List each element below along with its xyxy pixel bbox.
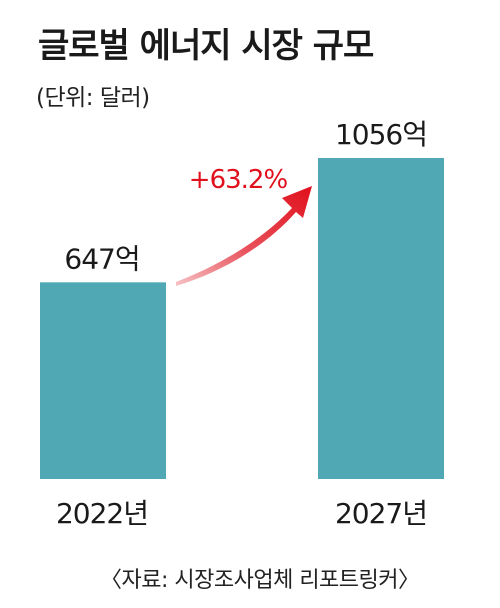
growth-arrow-icon [176,186,312,286]
unit-label: (단위: 달러) [36,85,150,111]
category-label-2: 2027년 [335,497,427,530]
bar-2 [318,158,444,479]
bar-value-label-1: 647억 [64,242,139,275]
source-note: 〈자료: 시장조사업체 리포트링커〉 [100,568,420,593]
growth-label: +63.2% [189,165,288,195]
bar-value-label-2: 1056억 [335,118,427,151]
bars-group [40,158,444,479]
category-label-1: 2022년 [56,497,148,530]
chart-title: 글로벌 에너지 시장 규모 [38,26,374,66]
category-labels-group: 2022년 2027년 [56,497,428,530]
bar-labels-group: 647억 1056억 [64,118,428,275]
bar-1 [40,282,166,479]
